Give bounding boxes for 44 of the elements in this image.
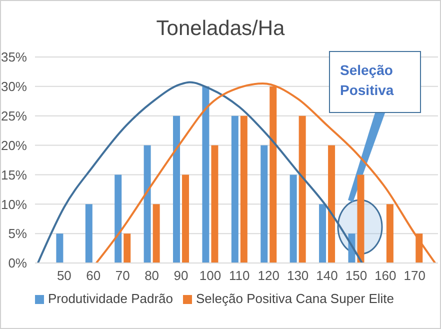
y-tick-label: 25%	[0, 108, 28, 124]
bar	[56, 234, 64, 263]
x-tick-label: 100	[199, 268, 222, 284]
bar	[124, 234, 131, 263]
y-tick-label: 30%	[0, 79, 28, 94]
x-tick-label: 130	[286, 268, 309, 284]
y-tick-label: 5%	[8, 226, 28, 242]
x-tick-label: 150	[345, 268, 368, 284]
bar	[290, 174, 297, 263]
x-tick-label: 170	[404, 268, 426, 284]
legend-label: Seleção Positiva Cana Super Elite	[196, 291, 394, 306]
x-tick-label: 120	[258, 268, 280, 284]
bar	[152, 204, 160, 263]
bar	[202, 86, 210, 263]
bar	[231, 116, 238, 263]
y-tick-label: 35%	[0, 50, 28, 65]
bar	[328, 145, 336, 263]
legend-label: Produtividade Padrão	[48, 291, 173, 306]
y-tick-label: 10%	[0, 196, 28, 212]
bar	[357, 174, 364, 263]
x-tick-label: 60	[86, 268, 101, 284]
chart-title: Toneladas/Ha	[155, 17, 286, 41]
x-tick-label: 140	[316, 268, 338, 284]
bar	[211, 145, 218, 263]
y-tick-label: 15%	[0, 167, 28, 182]
bar	[298, 116, 306, 263]
y-tick-label: 0%	[8, 256, 28, 271]
bar	[319, 204, 326, 263]
bar	[182, 174, 190, 263]
y-tick-label: 20%	[0, 138, 28, 153]
bar	[144, 145, 151, 263]
line-series	[95, 82, 436, 263]
bar	[85, 204, 92, 263]
x-tick-label: 70	[115, 268, 130, 284]
x-tick-label: 90	[174, 268, 188, 284]
bar	[260, 145, 268, 263]
annotation: Seleção Positiva	[329, 51, 421, 113]
x-tick-label: 80	[144, 268, 160, 284]
x-tick-label: 50	[56, 268, 72, 284]
bar	[114, 174, 122, 263]
x-tick-label: 110	[229, 268, 250, 284]
bar	[240, 116, 248, 263]
bar	[173, 116, 180, 263]
x-tick-label: 160	[374, 268, 396, 284]
